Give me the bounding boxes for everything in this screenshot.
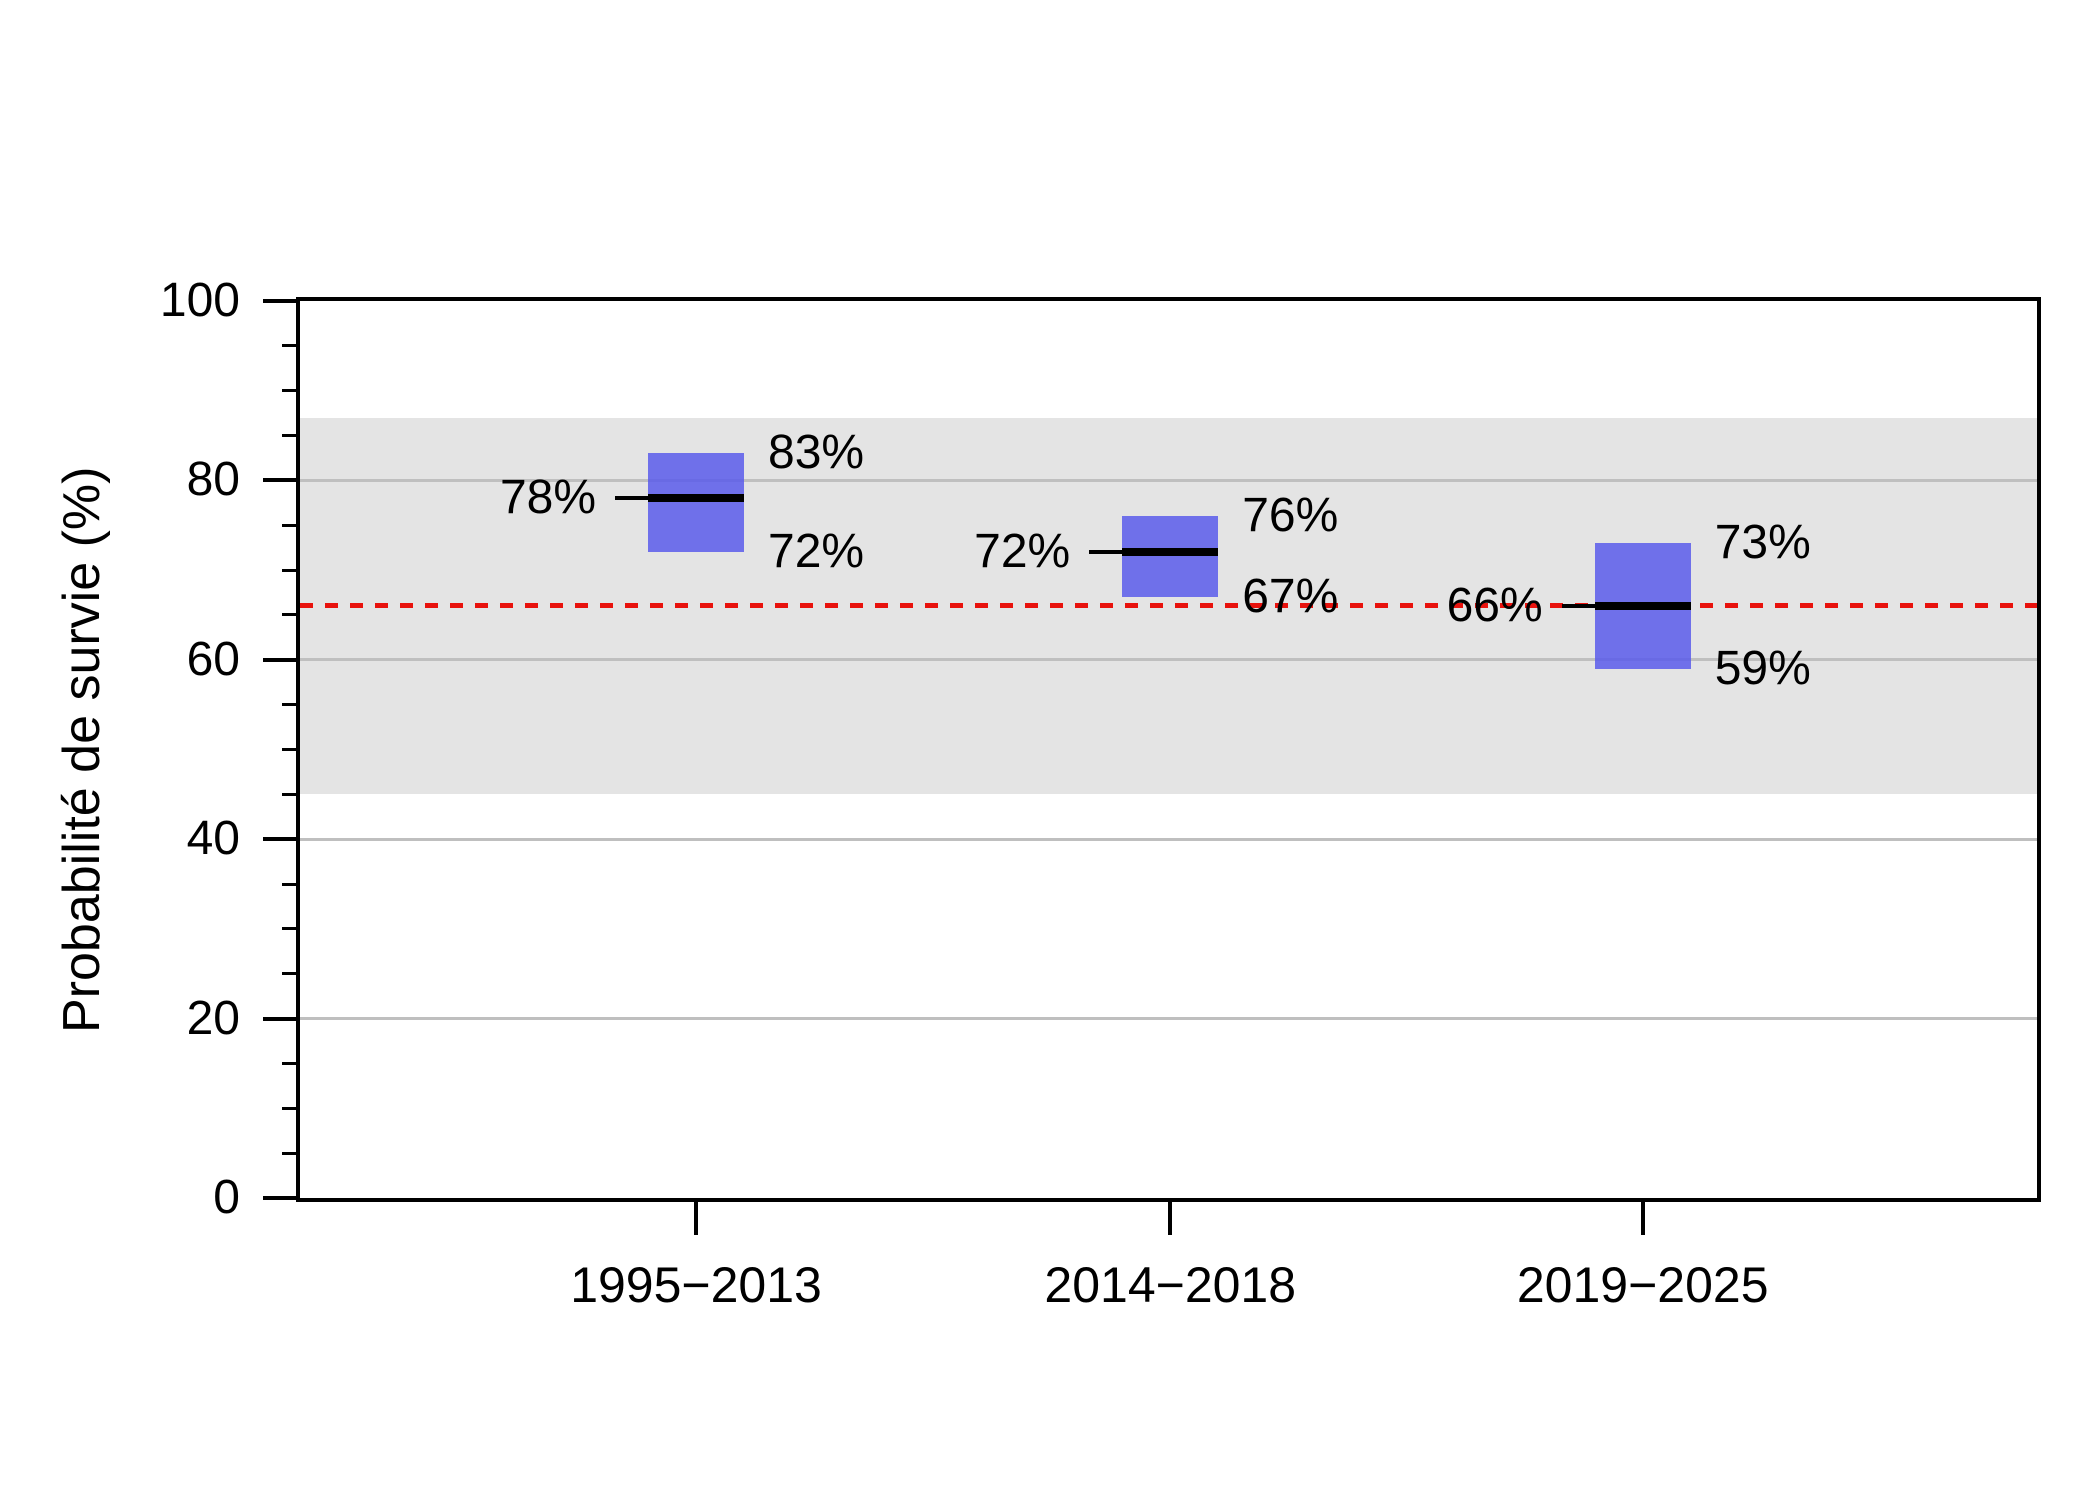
y-minor-tick-45 bbox=[282, 792, 296, 796]
y-minor-tick-35 bbox=[282, 882, 296, 886]
y-minor-tick-85 bbox=[282, 434, 296, 438]
x-tick-label-2: 2014−2018 bbox=[1044, 1257, 1297, 1313]
x-tick-3 bbox=[1640, 1202, 1645, 1235]
interval-box-2 bbox=[1122, 516, 1219, 597]
y-tick-label-80: 80 bbox=[186, 453, 240, 507]
y-tick-100 bbox=[263, 299, 296, 303]
estimate-line-1 bbox=[648, 494, 745, 503]
y-tick-60 bbox=[263, 657, 296, 662]
gridline-40 bbox=[300, 837, 2037, 841]
estimate-label-1: 78% bbox=[499, 471, 597, 525]
estimate-label-2: 72% bbox=[974, 525, 1071, 579]
y-minor-tick-30 bbox=[282, 927, 296, 931]
lower-label-2: 67% bbox=[1242, 570, 1339, 623]
gridline-60 bbox=[300, 658, 2037, 662]
y-minor-tick-50 bbox=[282, 748, 296, 751]
x-tick-2 bbox=[1168, 1202, 1173, 1235]
estimate-line-3 bbox=[1594, 601, 1691, 610]
x-tick-label-3: 2019−2025 bbox=[1516, 1257, 1769, 1313]
y-minor-tick-75 bbox=[282, 523, 296, 527]
leader-line-1 bbox=[615, 496, 649, 501]
reference-line bbox=[300, 603, 2037, 609]
leader-line-3 bbox=[1561, 603, 1595, 608]
lower-label-3: 59% bbox=[1714, 641, 1811, 695]
upper-label-3: 73% bbox=[1714, 516, 1811, 570]
x-tick-label-1: 1995−2013 bbox=[570, 1257, 822, 1313]
y-minor-tick-90 bbox=[282, 389, 296, 393]
estimate-line-2 bbox=[1122, 548, 1219, 557]
y-minor-tick-65 bbox=[282, 613, 296, 617]
y-tick-label-40: 40 bbox=[186, 812, 240, 866]
y-minor-tick-55 bbox=[282, 703, 296, 707]
estimate-label-3: 66% bbox=[1446, 578, 1543, 632]
upper-label-1: 83% bbox=[768, 426, 865, 480]
x-tick-1 bbox=[694, 1202, 699, 1235]
y-tick-label-100: 100 bbox=[159, 274, 240, 327]
gridline-20 bbox=[300, 1017, 2037, 1021]
leader-line-2 bbox=[1089, 550, 1123, 555]
plot-area-border bbox=[296, 297, 2041, 1202]
lower-label-1: 72% bbox=[768, 525, 865, 579]
y-tick-20 bbox=[263, 1016, 296, 1021]
y-minor-tick-25 bbox=[282, 972, 296, 976]
y-minor-tick-15 bbox=[282, 1061, 296, 1065]
interval-box-1 bbox=[648, 453, 745, 553]
gridline-80 bbox=[300, 478, 2037, 482]
y-tick-80 bbox=[263, 478, 296, 483]
y-minor-tick-5 bbox=[282, 1151, 296, 1155]
upper-label-2: 76% bbox=[1242, 489, 1339, 543]
y-minor-tick-95 bbox=[282, 344, 296, 348]
y-minor-tick-10 bbox=[282, 1106, 296, 1110]
y-tick-0 bbox=[263, 1196, 296, 1200]
y-minor-tick-70 bbox=[282, 568, 296, 572]
y-tick-label-60: 60 bbox=[186, 632, 240, 686]
y-tick-label-20: 20 bbox=[186, 991, 240, 1045]
y-tick-40 bbox=[263, 837, 296, 842]
y-tick-label-0: 0 bbox=[213, 1171, 240, 1224]
